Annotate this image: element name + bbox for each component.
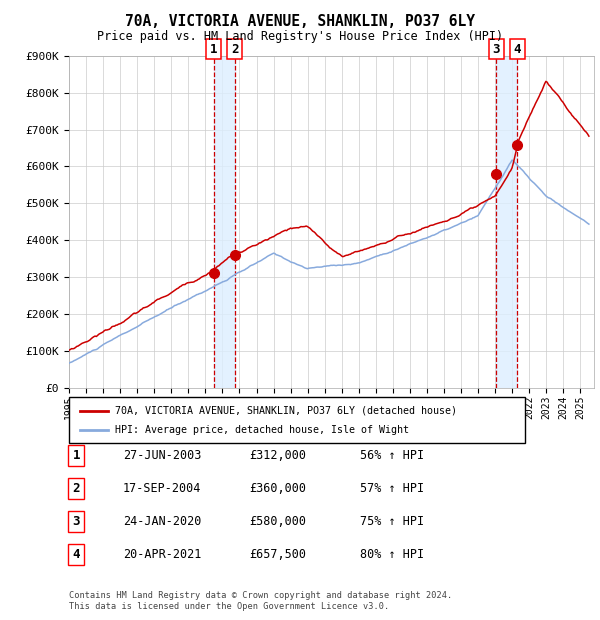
Bar (214, 56, 235, 388)
Text: 2: 2 (231, 43, 238, 56)
Text: 80% ↑ HPI: 80% ↑ HPI (360, 548, 424, 560)
Text: 70A, VICTORIA AVENUE, SHANKLIN, PO37 6LY (detached house): 70A, VICTORIA AVENUE, SHANKLIN, PO37 6LY… (115, 405, 457, 416)
Text: 1: 1 (210, 43, 217, 56)
Text: £360,000: £360,000 (249, 482, 306, 495)
Bar (496, 56, 517, 388)
Text: £657,500: £657,500 (249, 548, 306, 560)
Text: 75% ↑ HPI: 75% ↑ HPI (360, 515, 424, 528)
Text: 70A, VICTORIA AVENUE, SHANKLIN, PO37 6LY: 70A, VICTORIA AVENUE, SHANKLIN, PO37 6LY (125, 14, 475, 29)
Text: 3: 3 (493, 43, 500, 56)
Text: 2: 2 (73, 482, 80, 495)
Text: 20-APR-2021: 20-APR-2021 (123, 548, 202, 560)
Text: HPI: Average price, detached house, Isle of Wight: HPI: Average price, detached house, Isle… (115, 425, 409, 435)
Text: 4: 4 (73, 548, 80, 560)
Text: £312,000: £312,000 (249, 450, 306, 462)
Text: Price paid vs. HM Land Registry's House Price Index (HPI): Price paid vs. HM Land Registry's House … (97, 30, 503, 43)
Text: 27-JUN-2003: 27-JUN-2003 (123, 450, 202, 462)
Text: £580,000: £580,000 (249, 515, 306, 528)
Text: 57% ↑ HPI: 57% ↑ HPI (360, 482, 424, 495)
Text: 17-SEP-2004: 17-SEP-2004 (123, 482, 202, 495)
Text: Contains HM Land Registry data © Crown copyright and database right 2024.
This d: Contains HM Land Registry data © Crown c… (69, 591, 452, 611)
Text: 24-JAN-2020: 24-JAN-2020 (123, 515, 202, 528)
Text: 4: 4 (514, 43, 521, 56)
Text: 56% ↑ HPI: 56% ↑ HPI (360, 450, 424, 462)
Text: 3: 3 (73, 515, 80, 528)
Text: 1: 1 (73, 450, 80, 462)
